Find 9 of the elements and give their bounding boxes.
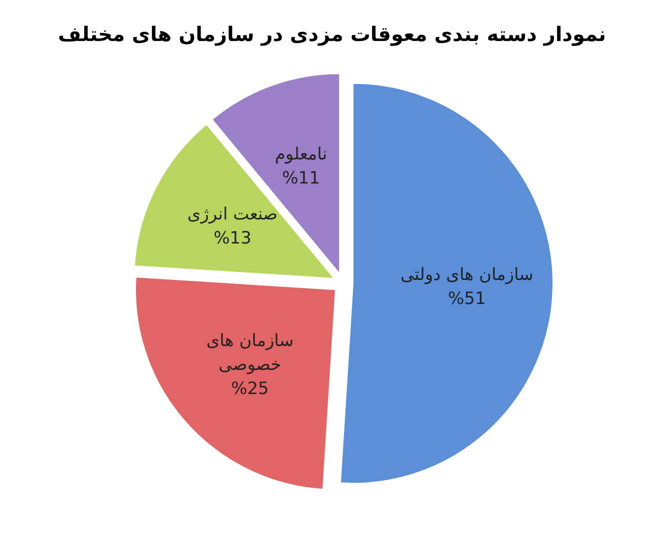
data-label: %11 [282, 168, 320, 188]
slice-label: صنعت انرژی [187, 204, 278, 224]
data-label: %51 [448, 288, 486, 309]
chart-title: نمودار دسته بندی معوقات مزدی در سازمان های مختلف [57, 21, 607, 46]
slice-label: نامعلوم [274, 144, 328, 164]
slice-label: سازمان های دولتی [400, 264, 534, 285]
data-label: %13 [214, 228, 252, 248]
data-label: %25 [231, 378, 269, 399]
slice-label: سازمان های خصوصی [206, 330, 294, 375]
